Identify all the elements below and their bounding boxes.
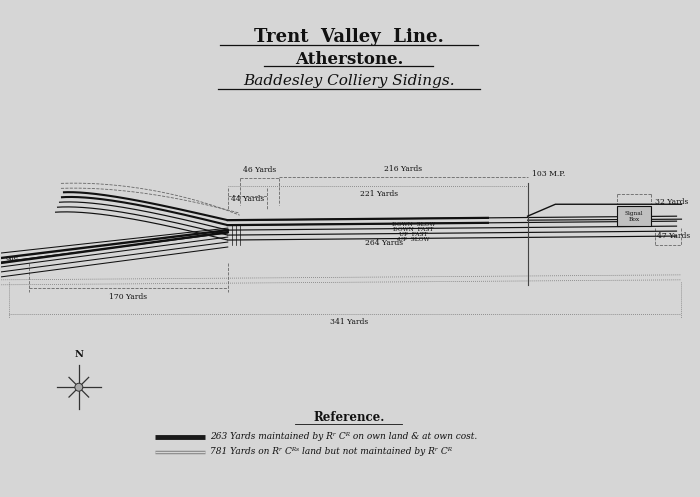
Circle shape <box>75 383 83 391</box>
Text: 46 Yards: 46 Yards <box>243 166 276 174</box>
Text: 781 Yards on Rʳ Cᴿˢ land but not maintained by Rʳ Cᴿ: 781 Yards on Rʳ Cᴿˢ land but not maintai… <box>210 447 452 456</box>
Text: 263 Yards maintained by Rʳ Cᴿ on own land & at own cost.: 263 Yards maintained by Rʳ Cᴿ on own lan… <box>210 432 477 441</box>
Text: Baddesley Colliery Sidings.: Baddesley Colliery Sidings. <box>243 74 455 88</box>
Text: 221 Yards: 221 Yards <box>360 190 398 198</box>
Text: one: one <box>6 254 18 262</box>
Text: 264 Yards: 264 Yards <box>365 239 402 247</box>
Text: Reference.: Reference. <box>313 411 384 423</box>
Text: 216 Yards: 216 Yards <box>384 166 423 173</box>
Text: Signal
Box: Signal Box <box>624 211 643 222</box>
Text: 103 M.P.: 103 M.P. <box>531 170 565 178</box>
Text: Trent  Valley  Line.: Trent Valley Line. <box>254 28 444 46</box>
Bar <box>617 206 651 226</box>
Text: 44 Yards: 44 Yards <box>231 195 264 203</box>
Text: 341 Yards: 341 Yards <box>330 318 368 326</box>
Text: Atherstone.: Atherstone. <box>295 51 403 68</box>
Text: UP  SLOW: UP SLOW <box>398 237 429 242</box>
Text: 47 Yards: 47 Yards <box>657 232 690 240</box>
Text: DOWN  FAST: DOWN FAST <box>393 227 433 232</box>
Text: UP  FAST: UP FAST <box>399 232 428 237</box>
Text: DOWN  SLOW: DOWN SLOW <box>392 222 435 227</box>
Text: N: N <box>74 350 83 359</box>
Text: 170 Yards: 170 Yards <box>109 293 148 301</box>
Text: 32 Yards: 32 Yards <box>654 198 688 206</box>
